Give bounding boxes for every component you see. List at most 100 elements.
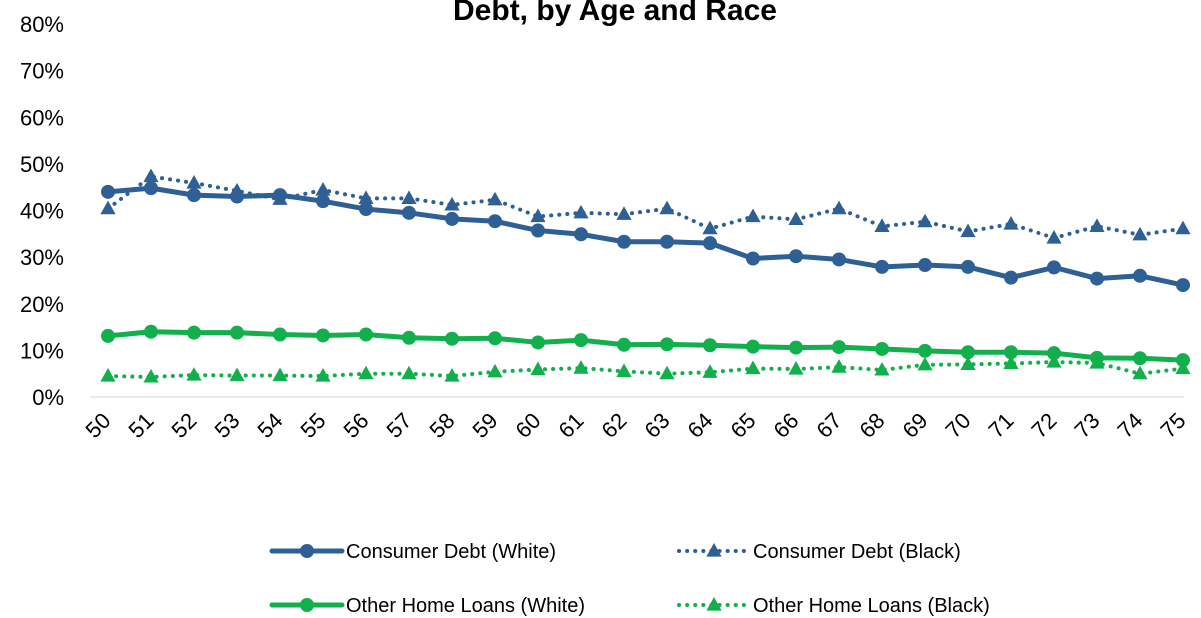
data-point [273,327,287,342]
data-point [616,206,632,220]
legend-label: Consumer Debt (Black) [753,541,961,563]
data-point [100,368,116,382]
y-tick-label: 10% [20,338,64,363]
data-point [960,356,976,370]
data-point [918,343,932,358]
data-point [875,259,889,274]
data-point [186,367,202,381]
series-line [105,185,1186,288]
x-tick-label: 59 [468,408,503,443]
chart-title: Debt, by Age and Race [453,0,777,27]
data-point [703,236,717,251]
data-point [917,356,933,371]
data-point [788,211,804,225]
data-point [960,223,976,238]
x-tick-label: 68 [855,408,890,443]
data-point [660,337,674,352]
data-point [917,213,933,228]
data-point [746,251,760,266]
data-point [1133,351,1147,366]
data-point [1003,355,1019,370]
y-tick-label: 80% [20,12,64,37]
data-point [101,328,115,343]
legend-label: Consumer Debt (White) [346,541,556,563]
data-point [961,345,975,360]
data-point [832,252,846,267]
data-point [745,360,761,375]
data-point [617,337,631,352]
series-group [101,324,1190,368]
data-point [143,168,159,183]
data-point [230,325,244,340]
data-point [187,188,201,203]
data-point [703,338,717,353]
legend-item: Other Home Loans (Black) [677,595,990,617]
data-point [789,340,803,355]
data-point [918,258,932,273]
legend-label: Other Home Loans (Black) [753,595,990,617]
y-tick-label: 20% [20,292,64,317]
series-line [105,329,1186,363]
data-point [745,208,761,223]
data-point [1176,353,1190,368]
data-point [574,333,588,348]
legend: Consumer Debt (White) Consumer Debt (Blac… [269,541,990,617]
series-group [100,168,1191,244]
data-point [702,364,718,378]
data-point [444,196,460,211]
data-point [1090,271,1104,286]
x-tick-label: 67 [812,408,847,443]
data-point [101,184,115,199]
x-tick-label: 75 [1156,408,1191,443]
data-point [874,218,890,232]
x-tick-label: 60 [511,408,546,443]
x-tick-label: 53 [210,408,245,443]
x-tick-label: 51 [124,408,159,443]
legend-swatch-marker [706,543,722,557]
data-point [402,330,416,345]
data-point [574,227,588,242]
data-point [1176,278,1190,293]
data-point [359,327,373,342]
y-tick-label: 40% [20,199,64,224]
data-point [1046,230,1062,244]
data-point [272,191,288,205]
y-axis-ticks: 0% 10% 20% 30% 40% 50% 60% 70% 80% [20,12,64,410]
x-tick-label: 66 [769,408,804,443]
data-point [100,200,116,215]
series-group [100,354,1191,383]
data-point [144,324,158,339]
data-point [358,190,374,204]
data-point [531,223,545,238]
x-tick-label: 54 [253,408,288,443]
legend-swatch-marker [300,598,314,612]
legend-item: Other Home Loans (White) [269,595,585,617]
data-point [316,328,330,343]
data-point [1175,220,1191,235]
data-point [531,335,545,350]
data-point [831,200,847,215]
x-tick-label: 64 [683,408,718,443]
data-point [445,211,459,226]
data-point [444,368,460,382]
x-tick-label: 74 [1113,408,1148,443]
x-axis-ticks: 50 51 52 53 54 55 56 57 58 59 60 61 62 63 64 65 66 67 68 69… [81,408,1191,443]
data-point [702,220,718,235]
data-point [831,359,847,373]
data-point [659,200,675,215]
data-point [530,208,546,223]
data-point [488,331,502,346]
y-tick-label: 70% [20,59,64,84]
data-point [573,360,589,374]
legend-swatch-marker [300,544,314,558]
data-point [229,182,245,197]
data-point [1132,365,1148,380]
x-tick-label: 72 [1027,408,1062,443]
data-point [961,259,975,274]
series-group [101,181,1190,293]
x-tick-label: 55 [296,408,331,443]
data-point [401,365,417,380]
data-point [1003,216,1019,230]
x-tick-label: 70 [941,408,976,443]
data-point [788,361,804,375]
